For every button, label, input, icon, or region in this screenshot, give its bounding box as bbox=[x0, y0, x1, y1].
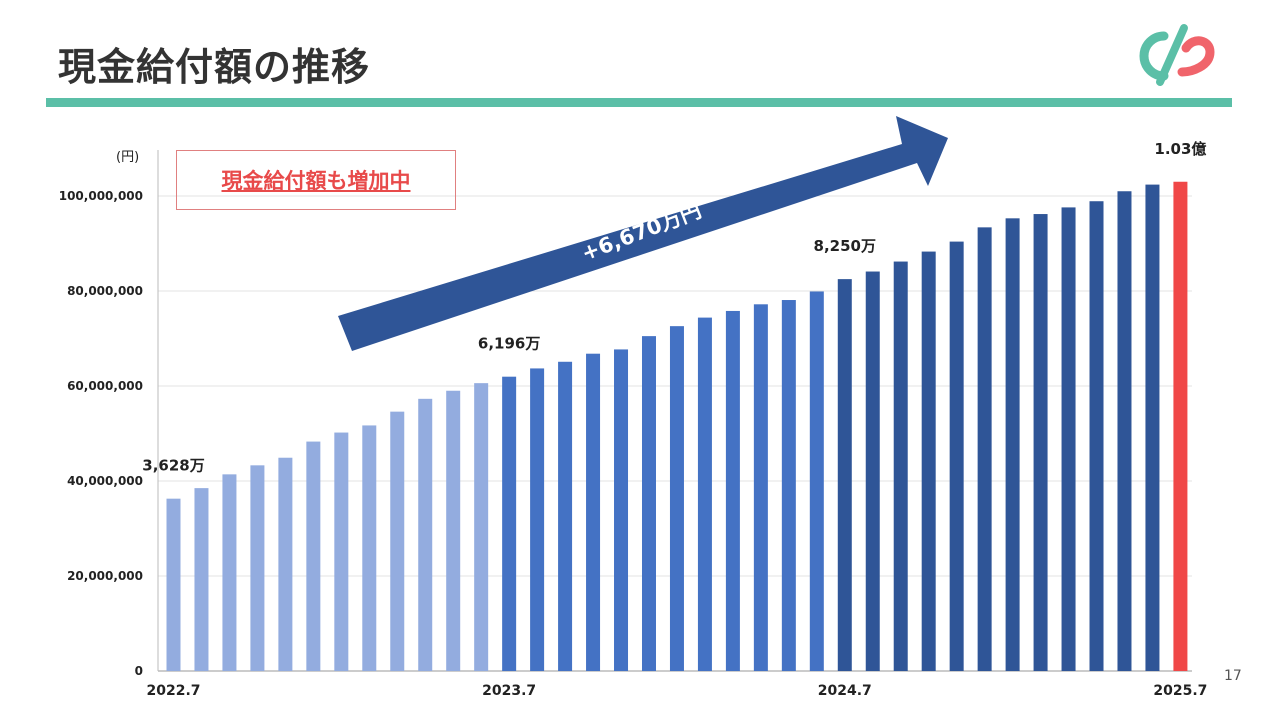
bar bbox=[1145, 184, 1160, 671]
bar bbox=[781, 300, 796, 671]
bar bbox=[334, 432, 349, 671]
bar bbox=[586, 353, 601, 671]
bar bbox=[641, 336, 656, 671]
data-annotations: 3,628万 6,196万 8,250万 1.03億 bbox=[142, 140, 1206, 475]
x-tick-label: 2023.7 bbox=[482, 683, 536, 699]
bar bbox=[697, 317, 712, 671]
bar bbox=[194, 488, 209, 671]
bar bbox=[614, 349, 629, 671]
bar bbox=[278, 457, 293, 671]
bar bbox=[921, 251, 936, 671]
bar bbox=[250, 465, 265, 671]
bar bbox=[306, 441, 321, 671]
bar bbox=[1061, 207, 1076, 671]
title-underline bbox=[46, 98, 1232, 107]
bar bbox=[1005, 218, 1020, 671]
bar bbox=[362, 425, 377, 671]
bar bbox=[893, 261, 908, 671]
y-tick-label: 0 bbox=[135, 664, 143, 678]
data-label: 6,196万 bbox=[478, 335, 540, 353]
x-tick-label: 2025.7 bbox=[1153, 683, 1207, 699]
company-logo-icon bbox=[1139, 24, 1215, 86]
bars bbox=[166, 181, 1188, 672]
bar bbox=[725, 310, 740, 671]
bar bbox=[418, 398, 433, 671]
data-label: 1.03億 bbox=[1154, 140, 1206, 158]
y-axis-unit-label: (円) bbox=[116, 150, 139, 165]
bar bbox=[1173, 181, 1188, 671]
bar bbox=[446, 390, 461, 671]
callout-box: 現金給付額も増加中 bbox=[176, 150, 456, 210]
x-tick-label: 2024.7 bbox=[818, 683, 872, 699]
x-tick-label: 2022.7 bbox=[146, 683, 200, 699]
x-tick-labels: 2022.7 2023.7 2024.7 2025.7 bbox=[146, 683, 1207, 699]
y-tick-labels: 0 20,000,000 40,000,000 60,000,000 80,000,00… bbox=[59, 189, 143, 678]
page-number: 17 bbox=[1224, 668, 1242, 684]
data-label: 3,628万 bbox=[142, 457, 204, 475]
bar bbox=[1033, 214, 1048, 672]
bar bbox=[474, 383, 489, 671]
y-tick-label: 80,000,000 bbox=[67, 284, 143, 298]
bar bbox=[977, 227, 992, 671]
y-tick-label: 20,000,000 bbox=[67, 569, 143, 583]
callout-text: 現金給付額も増加中 bbox=[221, 169, 411, 193]
bar bbox=[222, 474, 237, 671]
bar bbox=[558, 361, 573, 671]
bar bbox=[502, 376, 517, 671]
bar bbox=[865, 271, 880, 671]
bar bbox=[530, 368, 545, 671]
bar bbox=[669, 326, 684, 671]
bar bbox=[809, 291, 824, 671]
bar bbox=[949, 241, 964, 671]
page-title: 現金給付額の推移 bbox=[58, 45, 371, 89]
bar bbox=[390, 411, 405, 671]
bar bbox=[837, 279, 852, 671]
trend-arrow-icon bbox=[338, 116, 948, 351]
bar bbox=[166, 498, 181, 671]
bar bbox=[753, 304, 768, 671]
bar bbox=[1089, 201, 1104, 671]
data-label: 8,250万 bbox=[814, 237, 876, 255]
y-tick-label: 100,000,000 bbox=[59, 189, 143, 203]
bar bbox=[1117, 191, 1132, 671]
y-tick-label: 40,000,000 bbox=[67, 474, 143, 488]
y-tick-label: 60,000,000 bbox=[67, 379, 143, 393]
